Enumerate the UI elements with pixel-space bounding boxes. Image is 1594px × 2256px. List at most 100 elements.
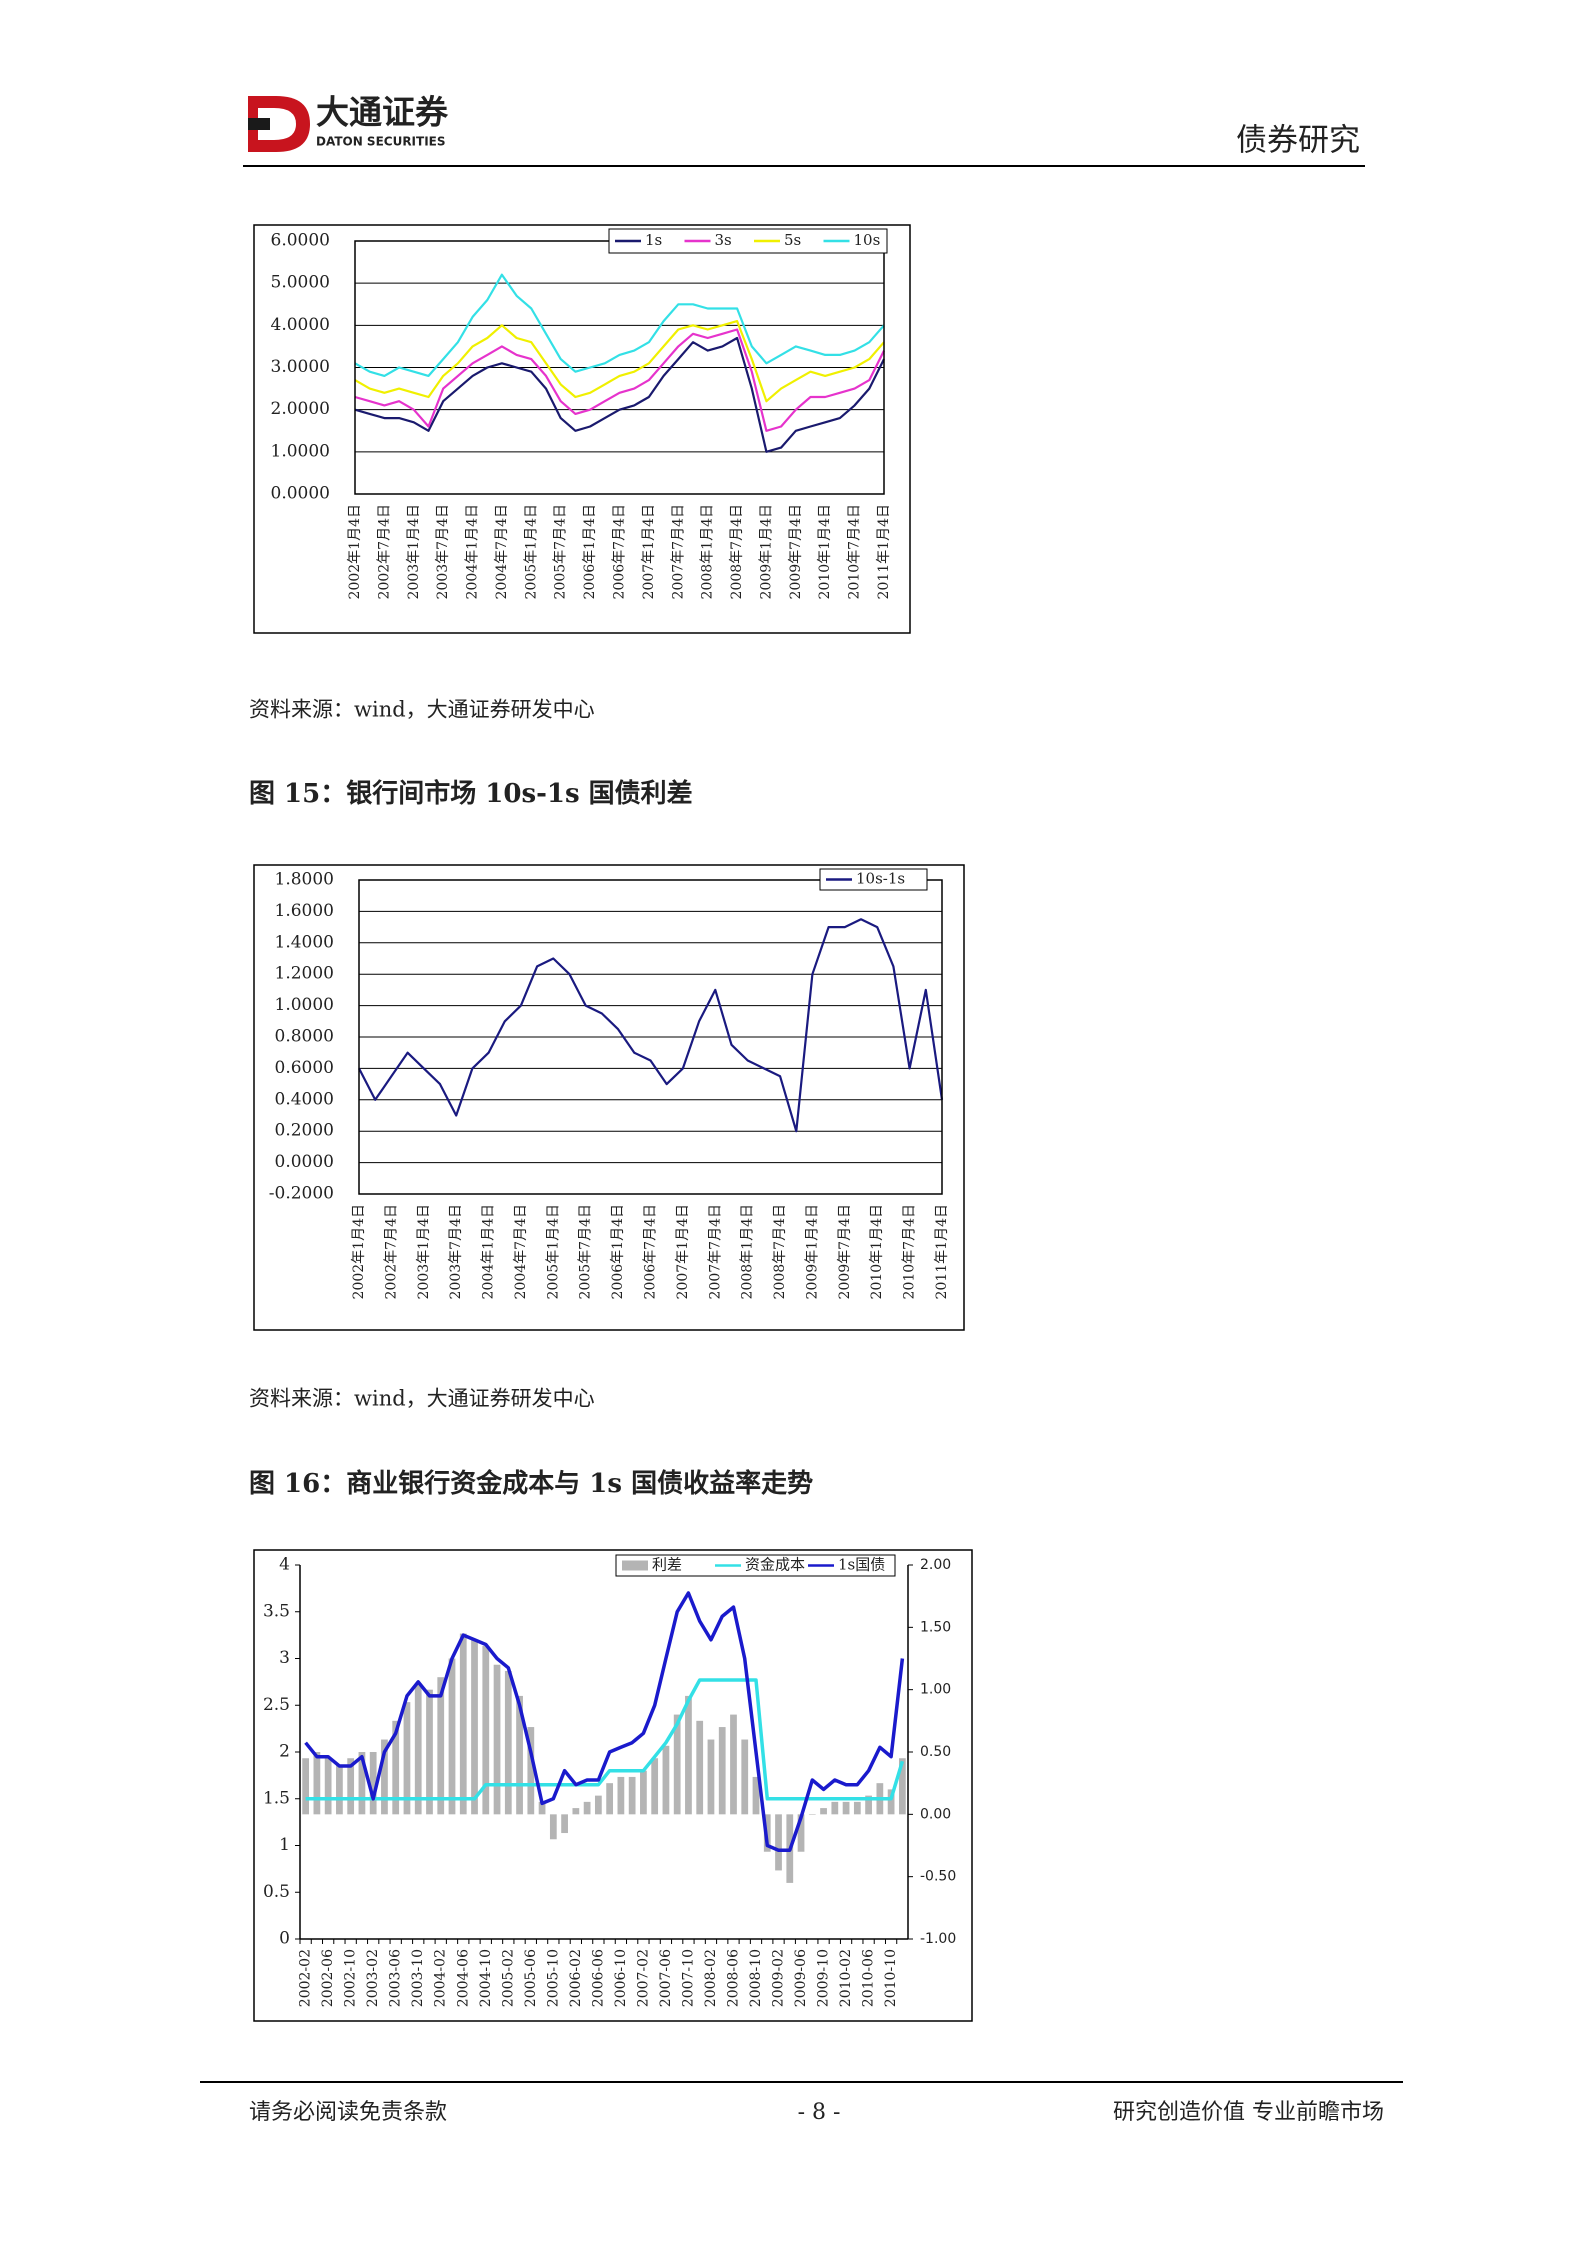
- source-note: 资料来源：wind，大通证券研发中心: [249, 1387, 595, 1411]
- y-tick-label: 0.2000: [275, 1121, 334, 1141]
- x-tick-label: 2009-10: [816, 1949, 832, 2007]
- bar: [887, 1789, 895, 1815]
- y2-tick-label: 0.50: [920, 1744, 951, 1760]
- bar: [752, 1776, 760, 1815]
- legend-swatch: [622, 1560, 648, 1571]
- bar: [561, 1814, 568, 1834]
- x-tick-label: 2005-02: [500, 1949, 516, 2007]
- x-tick-label: 2003年1月4日: [406, 504, 422, 599]
- bar: [730, 1714, 737, 1815]
- y2-tick-label: 1.00: [920, 1682, 951, 1698]
- bar: [662, 1745, 670, 1815]
- x-tick-label: 2007年7月4日: [670, 504, 686, 599]
- x-tick-label: 2009-06: [793, 1949, 809, 2007]
- x-tick-label: 2008-02: [703, 1949, 719, 2007]
- y-tick-label: 1.0000: [275, 995, 334, 1015]
- bar: [797, 1814, 805, 1852]
- figure-caption: 图 15：银行间市场 10s-1s 国债利差: [249, 778, 693, 809]
- y-tick-label: -0.2000: [269, 1184, 334, 1204]
- x-tick-label: 2007-10: [680, 1949, 696, 2007]
- footer-disclaimer: 请务必阅读免责条款: [249, 2100, 447, 2125]
- logo-english: DATON SECURITIES: [316, 135, 446, 149]
- y-tick-label: 0.8000: [275, 1027, 334, 1047]
- y2-tick-label: -0.50: [920, 1869, 956, 1885]
- series-line: [304, 1591, 905, 1852]
- legend-label: 3s: [715, 231, 732, 249]
- y2-tick-label: -1.00: [920, 1931, 956, 1947]
- bar: [302, 1758, 310, 1815]
- x-tick-label: 2004-02: [433, 1949, 449, 2007]
- bar: [538, 1801, 546, 1815]
- bar: [414, 1683, 422, 1815]
- logo-mark-inner: [258, 108, 296, 140]
- x-tick-label: 2006-02: [568, 1949, 584, 2007]
- bar: [459, 1633, 467, 1815]
- x-tick-label: 2006-10: [613, 1949, 629, 2007]
- x-tick-label: 2006年7月4日: [612, 504, 628, 599]
- bar: [358, 1752, 366, 1815]
- x-tick-label: 2008年7月4日: [729, 504, 745, 599]
- bar: [898, 1758, 906, 1815]
- y-tick-label: 1.8000: [275, 870, 334, 890]
- bar: [865, 1795, 872, 1815]
- plot-frame: [358, 879, 943, 1195]
- legend-label: 资金成本: [745, 1556, 805, 1574]
- y-tick-label: 3: [279, 1648, 290, 1668]
- x-tick-label: 2004年1月4日: [481, 1204, 497, 1299]
- page-number: - 8 -: [798, 2100, 841, 2125]
- x-tick-label: 2005-10: [545, 1949, 561, 2007]
- x-tick-label: 2002-06: [320, 1949, 336, 2007]
- bar: [381, 1739, 388, 1815]
- x-tick-label: 2007年1月4日: [675, 1204, 691, 1299]
- x-tick-label: 2003-06: [388, 1949, 404, 2007]
- legend-box: [819, 868, 928, 891]
- bar: [369, 1752, 377, 1815]
- y2-tick-label: 1.50: [920, 1619, 951, 1635]
- series-line: [354, 328, 885, 432]
- bar: [808, 1814, 816, 1815]
- x-tick-label: 2007-06: [658, 1949, 674, 2007]
- y-tick-label: 1.5: [263, 1788, 290, 1808]
- x-tick-label: 2008-06: [725, 1949, 741, 2007]
- legend-label: 5s: [784, 231, 801, 249]
- y-tick-label: 0.4000: [275, 1089, 334, 1109]
- bar: [392, 1720, 400, 1815]
- x-tick-label: 2004年7月4日: [494, 504, 510, 599]
- y-tick-label: 5.0000: [271, 273, 330, 293]
- x-tick-label: 2005年1月4日: [545, 1204, 561, 1299]
- x-tick-label: 2002-10: [343, 1949, 359, 2007]
- footer-slogan: 研究创造价值 专业前瞻市场: [1113, 2100, 1384, 2125]
- x-tick-label: 2004-10: [478, 1949, 494, 2007]
- bar: [640, 1770, 647, 1815]
- x-tick-label: 2004年1月4日: [465, 504, 481, 599]
- x-tick-label: 2004-06: [455, 1949, 471, 2007]
- bar: [403, 1702, 411, 1815]
- bar: [336, 1764, 343, 1815]
- y-tick-label: 3.5: [263, 1601, 290, 1621]
- x-tick-label: 2004年7月4日: [513, 1204, 529, 1299]
- section-title: 债券研究: [1236, 123, 1360, 159]
- x-tick-label: 2002年1月4日: [351, 1204, 367, 1299]
- x-tick-label: 2009年1月4日: [804, 1204, 820, 1299]
- y-tick-label: 1.4000: [275, 932, 334, 952]
- y-tick-label: 4: [279, 1555, 290, 1575]
- bar: [448, 1658, 456, 1815]
- x-tick-label: 2008年1月4日: [700, 504, 716, 599]
- x-tick-label: 2006年7月4日: [643, 1204, 659, 1299]
- x-tick-label: 2009年7月4日: [837, 1204, 853, 1299]
- bar: [527, 1727, 535, 1815]
- bar: [853, 1801, 861, 1815]
- bar: [842, 1801, 850, 1815]
- x-tick-label: 2006-06: [590, 1949, 606, 2007]
- x-tick-label: 2003-02: [365, 1949, 381, 2007]
- y-tick-label: 0.0000: [271, 484, 330, 504]
- x-tick-label: 2008年1月4日: [740, 1204, 756, 1299]
- legend-label: 利差: [652, 1556, 682, 1574]
- x-tick-label: 2005-06: [523, 1949, 539, 2007]
- bar: [651, 1758, 659, 1815]
- legend-label: 1s国债: [838, 1556, 885, 1574]
- x-tick-label: 2002年7月4日: [383, 1204, 399, 1299]
- y-tick-label: 0.5: [263, 1882, 290, 1902]
